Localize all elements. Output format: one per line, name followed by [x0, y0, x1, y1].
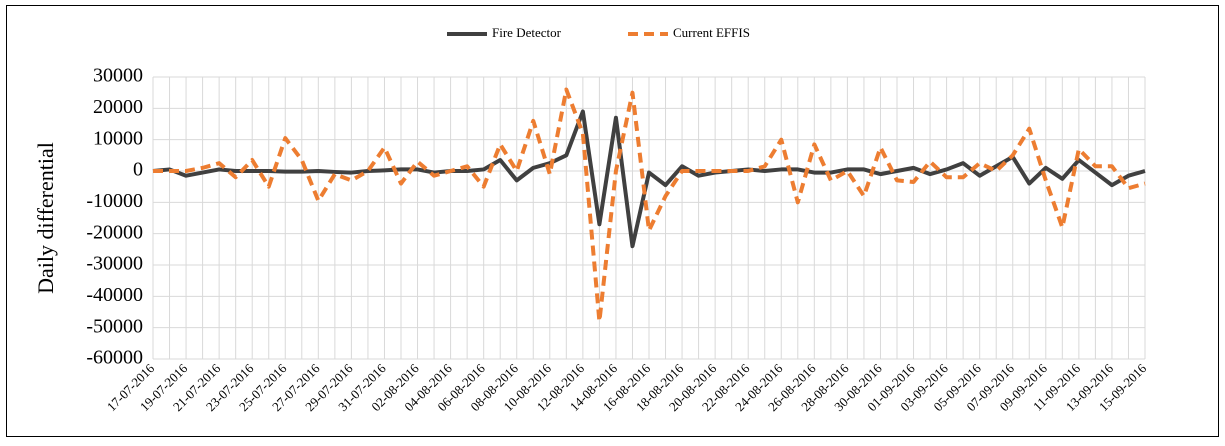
y-tick-label: -50000 — [86, 315, 143, 337]
y-tick-label: 0 — [133, 159, 143, 181]
y-tick-label: 10000 — [93, 127, 143, 149]
legend-label: Fire Detector — [492, 25, 562, 40]
y-tick-label: -40000 — [86, 284, 143, 306]
y-tick-label: -60000 — [86, 347, 143, 369]
series-line — [152, 109, 1146, 249]
y-tick-label: 20000 — [93, 96, 143, 118]
legend-label: Current EFFIS — [673, 25, 750, 40]
y-tick-label: -10000 — [86, 190, 143, 212]
y-axis-label: Daily differential — [33, 142, 58, 294]
y-tick-label: -20000 — [86, 221, 143, 243]
y-tick-label: -30000 — [86, 253, 143, 275]
y-tick-label: 30000 — [93, 65, 143, 87]
